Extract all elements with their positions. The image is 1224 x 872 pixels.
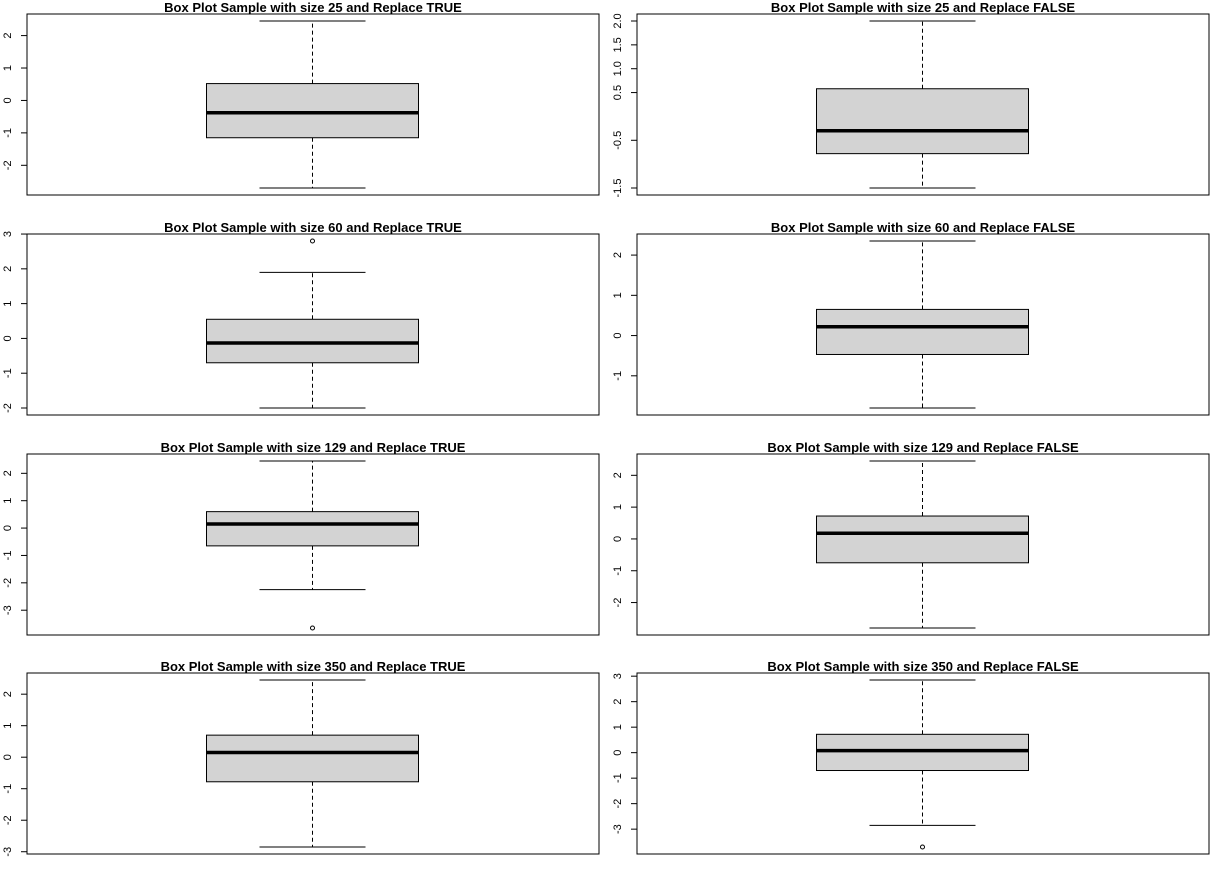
y-tick-label: -1.5 [612, 179, 624, 198]
panel-title: Box Plot Sample with size 129 and Replac… [767, 440, 1079, 455]
y-tick-label: -0.5 [612, 131, 624, 150]
y-tick-label: -2 [2, 578, 14, 588]
boxplot-panel-8: Box Plot Sample with size 350 and Replac… [612, 659, 1210, 855]
y-tick-label: -1 [2, 551, 14, 561]
panel-title: Box Plot Sample with size 60 and Replace… [164, 220, 462, 235]
y-tick-label: 0 [612, 536, 624, 542]
panel-title: Box Plot Sample with size 25 and Replace… [771, 0, 1075, 15]
panel-title: Box Plot Sample with size 129 and Replac… [161, 440, 466, 455]
y-tick-label: 1 [2, 301, 14, 307]
y-tick-label: -3 [612, 824, 624, 834]
iqr-box [206, 318, 419, 364]
panel-title: Box Plot Sample with size 25 and Replace… [164, 0, 462, 15]
y-tick-label: 0 [2, 97, 14, 103]
y-tick-label: 2 [2, 266, 14, 272]
y-tick-label: 0 [612, 333, 624, 339]
y-tick-label: 1.0 [612, 61, 624, 76]
boxplot-panel-4: Box Plot Sample with size 60 and Replace… [612, 220, 1210, 416]
outlier-point [920, 844, 925, 850]
panel-title: Box Plot Sample with size 350 and Replac… [161, 659, 466, 674]
y-tick-label: -1 [2, 784, 14, 794]
y-tick-label: -2 [2, 160, 14, 170]
y-tick-label: -2 [2, 815, 14, 825]
y-tick-label: 0 [2, 335, 14, 341]
y-tick-label: 2.0 [612, 13, 624, 28]
boxplot-panel-7: Box Plot Sample with size 350 and Replac… [2, 659, 600, 857]
y-tick-label: 0 [612, 750, 624, 756]
y-tick-label: 2 [2, 691, 14, 697]
y-tick-label: 3 [2, 231, 14, 237]
boxplot-panel-2: Box Plot Sample with size 25 and Replace… [612, 0, 1210, 198]
panel-title: Box Plot Sample with size 350 and Replac… [767, 659, 1079, 674]
y-tick-label: 1 [612, 504, 624, 510]
panel-title: Box Plot Sample with size 60 and Replace… [771, 220, 1075, 235]
y-tick-label: -1 [612, 566, 624, 576]
y-tick-label: 1 [2, 498, 14, 504]
y-tick-label: 0 [2, 754, 14, 760]
y-tick-label: 2 [2, 470, 14, 476]
y-tick-label: 1.5 [612, 37, 624, 52]
y-tick-label: 1 [2, 65, 14, 71]
iqr-box [206, 511, 419, 547]
iqr-box [206, 83, 419, 139]
iqr-box [206, 734, 419, 783]
y-tick-label: -3 [2, 847, 14, 857]
y-tick-label: -1 [612, 371, 624, 381]
y-tick-label: 2 [612, 472, 624, 478]
boxplot-panel-1: Box Plot Sample with size 25 and Replace… [2, 0, 600, 196]
y-tick-label: -2 [2, 403, 14, 413]
boxplot-panel-3: Box Plot Sample with size 60 and Replace… [2, 220, 600, 416]
outlier-point [310, 625, 315, 631]
y-tick-label: 0.5 [612, 85, 624, 100]
y-tick-label: -1 [612, 773, 624, 783]
y-tick-label: 1 [612, 724, 624, 730]
boxplot-panel-6: Box Plot Sample with size 129 and Replac… [612, 440, 1210, 636]
y-tick-label: 2 [612, 699, 624, 705]
y-tick-label: -3 [2, 605, 14, 615]
iqr-box [816, 308, 1029, 355]
y-tick-label: 1 [612, 292, 624, 298]
y-tick-label: -2 [612, 799, 624, 809]
iqr-box [816, 733, 1029, 772]
y-tick-label: 1 [2, 723, 14, 729]
outlier-point [310, 238, 315, 244]
boxplot-panel-5: Box Plot Sample with size 129 and Replac… [2, 440, 600, 636]
y-tick-label: 2 [2, 33, 14, 39]
iqr-box [816, 515, 1029, 564]
y-tick-label: 3 [612, 673, 624, 679]
y-tick-label: -1 [2, 368, 14, 378]
y-tick-label: -1 [2, 128, 14, 138]
y-tick-label: 0 [2, 525, 14, 531]
iqr-box [816, 88, 1029, 155]
y-tick-label: 2 [612, 252, 624, 258]
y-tick-label: -2 [612, 598, 624, 608]
